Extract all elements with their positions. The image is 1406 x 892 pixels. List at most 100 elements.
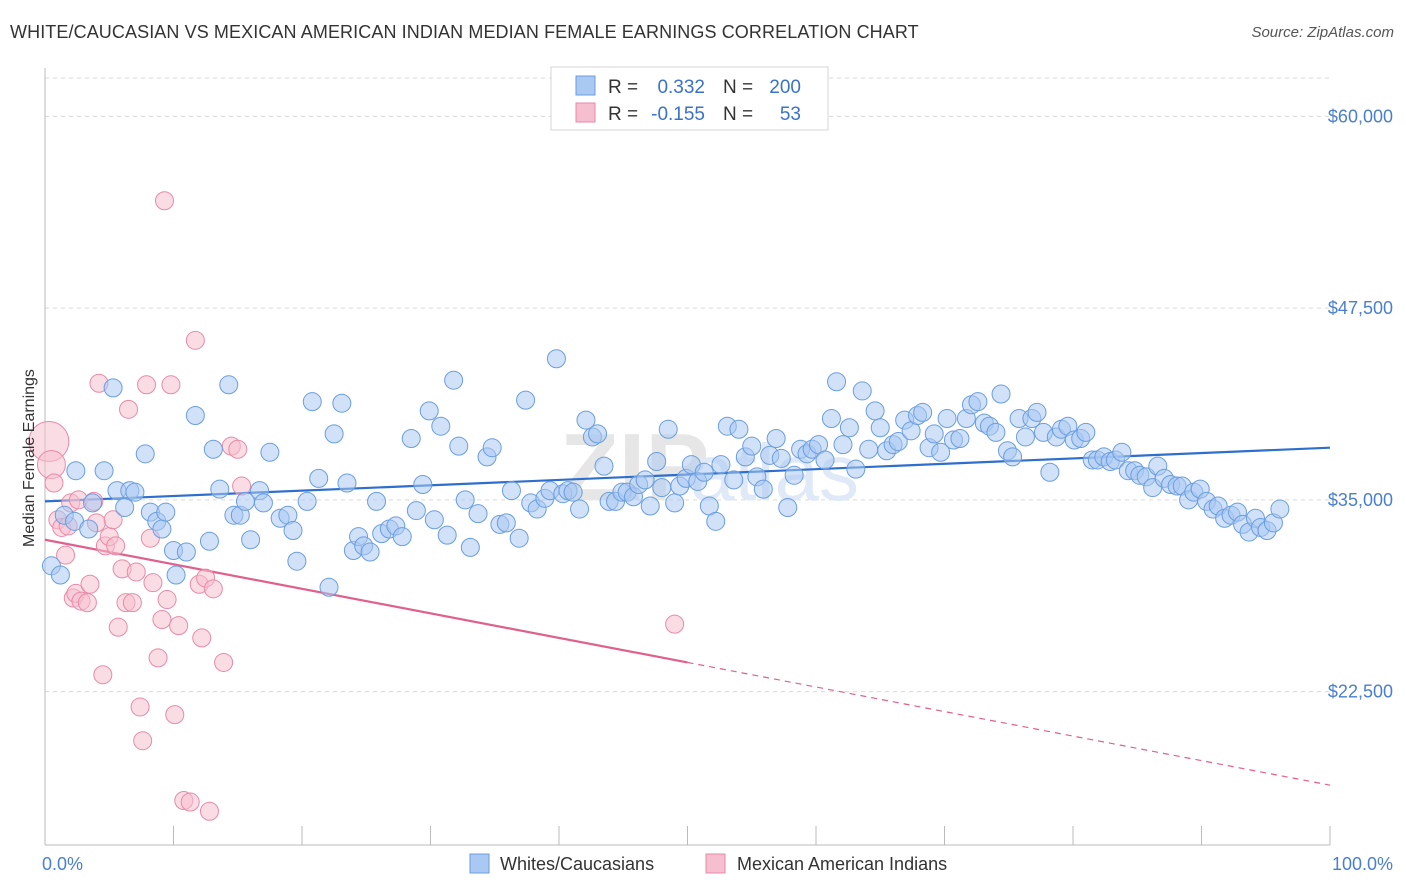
point-white-caucasian — [570, 499, 590, 519]
point-mexican-american-indian — [180, 792, 200, 812]
point-white-caucasian — [437, 525, 457, 545]
point-mexican-american-indian — [199, 801, 219, 821]
point-white-caucasian — [859, 439, 879, 459]
point-mexican-american-indian — [148, 648, 168, 668]
point-white-caucasian — [778, 498, 798, 518]
point-mexican-american-indian — [130, 697, 150, 717]
point-white-caucasian — [771, 448, 791, 468]
point-white-caucasian — [449, 436, 469, 456]
point-white-caucasian — [821, 409, 841, 429]
point-white-caucasian — [241, 530, 261, 550]
chart-title: WHITE/CAUCASIAN VS MEXICAN AMERICAN INDI… — [10, 22, 919, 42]
point-white-caucasian — [210, 479, 230, 499]
point-white-caucasian — [888, 432, 908, 452]
point-white-caucasian — [594, 456, 614, 476]
point-white-caucasian — [83, 493, 103, 513]
point-white-caucasian — [125, 482, 145, 502]
point-mexican-american-indian — [56, 545, 76, 565]
point-white-caucasian — [50, 565, 70, 585]
point-white-caucasian — [337, 473, 357, 493]
legend-n-value-1: 200 — [769, 77, 801, 98]
legend-n-label-1: N = — [723, 77, 753, 98]
point-mexican-american-indian — [203, 579, 223, 599]
point-white-caucasian — [501, 481, 521, 501]
point-white-caucasian — [444, 370, 464, 390]
point-white-caucasian — [66, 461, 86, 481]
point-white-caucasian — [576, 410, 596, 430]
legend-label-mexican-american-indians: Mexican American Indians — [737, 854, 947, 874]
point-white-caucasian — [711, 455, 731, 475]
point-white-caucasian — [827, 372, 847, 392]
point-white-caucasian — [1112, 442, 1132, 462]
point-white-caucasian — [833, 435, 853, 455]
point-white-caucasian — [260, 442, 280, 462]
point-white-caucasian — [309, 468, 329, 488]
point-white-caucasian — [401, 428, 421, 448]
point-white-caucasian — [460, 537, 480, 557]
point-white-caucasian — [332, 393, 352, 413]
point-white-caucasian — [94, 461, 114, 481]
point-mexican-american-indian — [157, 590, 177, 610]
point-white-caucasian — [1270, 499, 1290, 519]
point-white-caucasian — [79, 519, 99, 539]
point-white-caucasian — [199, 531, 219, 551]
point-white-caucasian — [852, 381, 872, 401]
legend-swatch-pink — [575, 102, 596, 123]
point-white-caucasian — [103, 378, 123, 398]
point-white-caucasian — [135, 444, 155, 464]
point-white-caucasian — [784, 465, 804, 485]
y-tick-label: $60,000 — [1328, 106, 1393, 126]
point-white-caucasian — [496, 513, 516, 533]
point-white-caucasian — [156, 502, 176, 522]
point-white-caucasian — [115, 498, 135, 518]
point-mexican-american-indian — [119, 399, 139, 419]
y-tick-label: $35,000 — [1328, 490, 1393, 510]
point-white-caucasian — [839, 418, 859, 438]
point-white-caucasian — [185, 405, 205, 425]
point-white-caucasian — [652, 478, 672, 498]
point-white-caucasian — [647, 452, 667, 471]
point-white-caucasian — [729, 419, 749, 439]
point-white-caucasian — [1015, 427, 1035, 447]
y-tick-label: $22,500 — [1328, 682, 1393, 702]
point-white-caucasian — [694, 462, 714, 482]
stats-legend: R = 0.332 N = 200 R = -0.155 N = 53 — [550, 66, 829, 131]
point-white-caucasian — [509, 528, 529, 548]
point-white-caucasian — [986, 422, 1006, 442]
legend-swatch-mexican-american-indians — [705, 853, 726, 874]
point-white-caucasian — [455, 490, 475, 510]
point-mexican-american-indian — [192, 628, 212, 648]
mexican-american-indians-trend-dashed — [687, 661, 1331, 786]
point-white-caucasian — [468, 504, 488, 524]
point-mexican-american-indian — [155, 191, 175, 211]
point-white-caucasian — [283, 521, 303, 541]
point-white-caucasian — [419, 401, 439, 421]
point-mexican-american-indian — [228, 439, 248, 459]
mexican-american-indians-trend-solid — [44, 538, 688, 664]
point-mexican-american-indian — [44, 473, 64, 493]
point-white-caucasian — [392, 527, 412, 547]
point-white-caucasian — [297, 491, 317, 511]
point-mexican-american-indian — [108, 617, 128, 637]
point-white-caucasian — [865, 401, 885, 421]
point-white-caucasian — [424, 510, 444, 530]
legend-r-label-2: R = — [608, 104, 638, 125]
point-white-caucasian — [431, 416, 451, 436]
point-mexican-american-indian — [665, 614, 685, 634]
point-white-caucasian — [913, 402, 933, 422]
point-mexican-american-indian — [126, 562, 146, 582]
point-white-caucasian — [546, 349, 566, 369]
point-mexican-american-indian — [103, 510, 123, 530]
stats-legend-box — [550, 66, 829, 131]
point-white-caucasian — [219, 375, 239, 395]
x-tick-label-max: 100.0% — [1332, 854, 1393, 874]
point-mexican-american-indian — [152, 610, 172, 630]
point-mexican-american-indian — [137, 375, 157, 395]
point-mexican-american-indian — [77, 593, 97, 613]
points-whites-caucasians — [41, 349, 1290, 597]
legend-r-value-1: 0.332 — [657, 77, 705, 98]
point-white-caucasian — [931, 442, 951, 462]
point-mexican-american-indian — [80, 574, 100, 594]
point-mexican-american-indian — [143, 573, 163, 593]
